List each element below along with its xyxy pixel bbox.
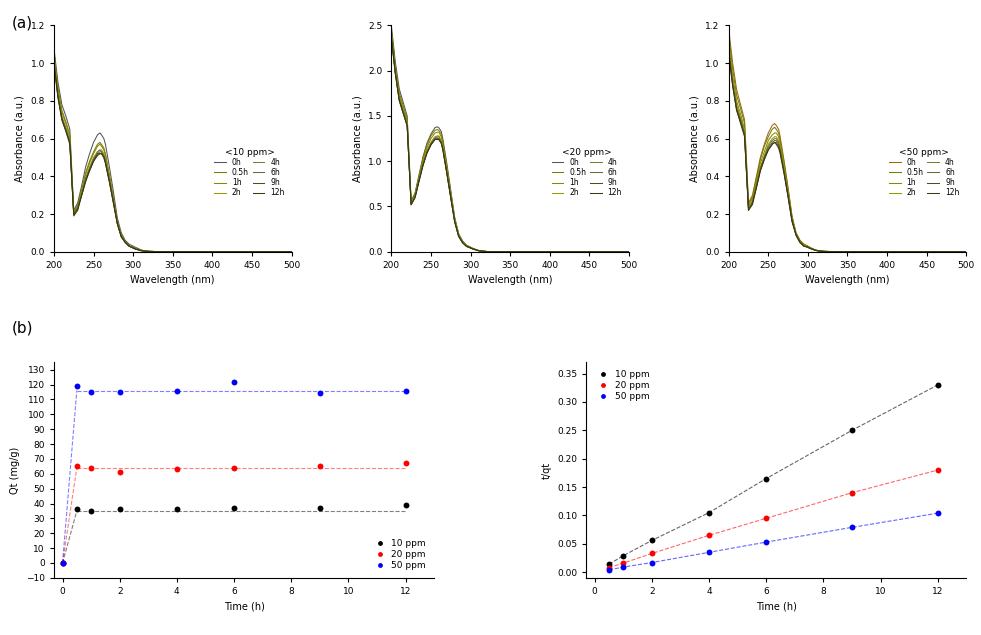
Point bbox=[227, 503, 242, 513]
Point bbox=[69, 461, 84, 471]
Point bbox=[615, 558, 631, 568]
Y-axis label: Absorbance (a.u.): Absorbance (a.u.) bbox=[352, 95, 362, 182]
Point bbox=[112, 387, 128, 397]
Point bbox=[758, 513, 774, 523]
Point bbox=[758, 537, 774, 547]
Text: (a): (a) bbox=[12, 16, 33, 31]
Point bbox=[312, 389, 328, 399]
Point bbox=[930, 380, 946, 390]
Point bbox=[844, 425, 859, 436]
Y-axis label: Qt (mg/g): Qt (mg/g) bbox=[11, 446, 21, 493]
Point bbox=[83, 506, 99, 516]
Point bbox=[844, 522, 859, 532]
Point bbox=[758, 474, 774, 484]
Point bbox=[227, 463, 242, 473]
Point bbox=[112, 504, 128, 514]
Point bbox=[701, 530, 717, 540]
Point bbox=[615, 551, 631, 561]
Point bbox=[55, 558, 71, 568]
Point bbox=[169, 385, 184, 396]
Y-axis label: t/qt: t/qt bbox=[542, 462, 551, 479]
Point bbox=[844, 488, 859, 498]
Point bbox=[112, 467, 128, 478]
Point bbox=[844, 488, 859, 498]
Point bbox=[55, 558, 71, 568]
Text: (b): (b) bbox=[12, 321, 33, 336]
Legend: 0h, 0.5h, 1h, 2h, 4h, 6h, 9h, 12h: 0h, 0.5h, 1h, 2h, 4h, 6h, 9h, 12h bbox=[211, 145, 287, 201]
Point bbox=[169, 464, 184, 474]
Point bbox=[83, 463, 99, 473]
Legend: 10 ppm, 20 ppm, 50 ppm: 10 ppm, 20 ppm, 50 ppm bbox=[591, 367, 653, 404]
Point bbox=[645, 549, 660, 559]
Point bbox=[601, 563, 617, 573]
Point bbox=[69, 381, 84, 391]
X-axis label: Time (h): Time (h) bbox=[755, 601, 797, 612]
Point bbox=[69, 381, 84, 391]
X-axis label: Wavelength (nm): Wavelength (nm) bbox=[805, 276, 890, 285]
Point bbox=[930, 508, 946, 518]
Point bbox=[397, 500, 413, 510]
Point bbox=[312, 503, 328, 513]
Point bbox=[601, 565, 617, 575]
X-axis label: Time (h): Time (h) bbox=[224, 601, 265, 612]
Point bbox=[312, 461, 328, 471]
Y-axis label: Absorbance (a.u.): Absorbance (a.u.) bbox=[690, 95, 699, 182]
Point bbox=[227, 377, 242, 387]
Point bbox=[645, 535, 660, 545]
Point bbox=[69, 504, 84, 514]
Legend: 0h, 0.5h, 1h, 2h, 4h, 6h, 9h, 12h: 0h, 0.5h, 1h, 2h, 4h, 6h, 9h, 12h bbox=[886, 145, 962, 201]
Point bbox=[844, 522, 859, 532]
Point bbox=[930, 465, 946, 475]
Point bbox=[227, 377, 242, 387]
Point bbox=[83, 387, 99, 397]
Legend: 10 ppm, 20 ppm, 50 ppm: 10 ppm, 20 ppm, 50 ppm bbox=[367, 535, 430, 573]
Point bbox=[55, 558, 71, 568]
Point bbox=[397, 385, 413, 396]
X-axis label: Wavelength (nm): Wavelength (nm) bbox=[130, 276, 215, 285]
Y-axis label: Absorbance (a.u.): Absorbance (a.u.) bbox=[15, 95, 25, 182]
X-axis label: Wavelength (nm): Wavelength (nm) bbox=[468, 276, 552, 285]
Legend: 0h, 0.5h, 1h, 2h, 4h, 6h, 9h, 12h: 0h, 0.5h, 1h, 2h, 4h, 6h, 9h, 12h bbox=[548, 145, 625, 201]
Point bbox=[397, 458, 413, 469]
Point bbox=[701, 547, 717, 558]
Point bbox=[645, 558, 660, 568]
Point bbox=[615, 562, 631, 572]
Point bbox=[601, 559, 617, 570]
Point bbox=[169, 504, 184, 514]
Point bbox=[701, 507, 717, 518]
